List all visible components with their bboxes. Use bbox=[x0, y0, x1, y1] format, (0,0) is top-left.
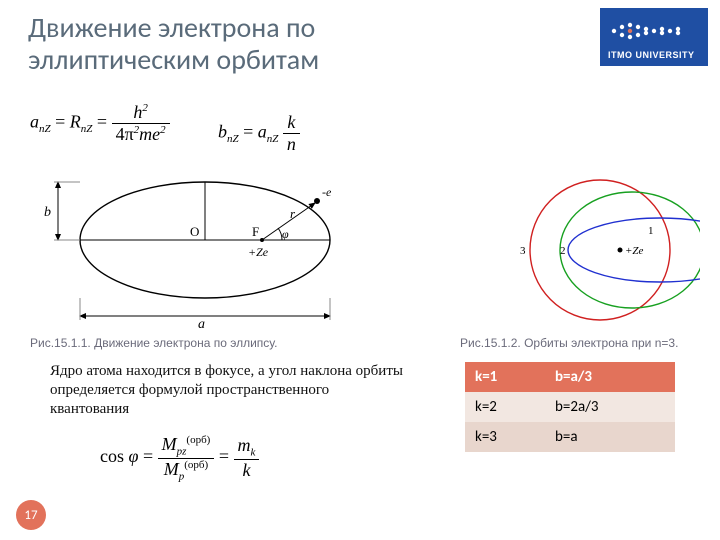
paragraph: Ядро атома находится в фокусе, а угол на… bbox=[50, 362, 410, 418]
label-nucleus: +Ze bbox=[248, 245, 269, 259]
orbit-table: k=1 b=a/3 k=2 b=2a/3 k=3 b=a bbox=[465, 362, 675, 452]
table-row: k=3 b=a bbox=[465, 422, 675, 452]
cell-k: k=2 bbox=[465, 392, 545, 422]
cell-b: b=a bbox=[545, 422, 675, 452]
label-r: r bbox=[290, 206, 296, 221]
nucleus-dot bbox=[618, 248, 623, 253]
title-line1: Движение электрона по bbox=[28, 10, 315, 45]
equation-a-nz: anZ = RnZ = h2 4π2me2 bbox=[30, 102, 170, 145]
equation-b-nz: bnZ = anZ k n bbox=[218, 112, 300, 155]
figure-ellipse: b a O F r φ -e +Ze bbox=[30, 158, 370, 330]
label-b: b bbox=[44, 205, 51, 220]
label-orbit-1: 1 bbox=[648, 225, 654, 237]
figure1-caption: Рис.15.1.1. Движение электрона по эллипс… bbox=[30, 336, 277, 350]
page-number: 17 bbox=[24, 508, 37, 523]
title-line2: эллиптическим орбитам bbox=[28, 42, 319, 77]
logo-text: ITMO UNIVERSITY bbox=[608, 50, 695, 60]
electron-dot bbox=[314, 198, 320, 204]
label-orbit-2: 2 bbox=[560, 245, 566, 257]
slide-title: Движение электрона по эллиптическим орби… bbox=[28, 12, 319, 76]
label-orbit-3: 3 bbox=[520, 245, 526, 257]
page-number-badge: 17 bbox=[16, 500, 46, 530]
label-nucleus-2: +Ze bbox=[625, 245, 644, 257]
itmo-logo: ITMO UNIVERSITY bbox=[600, 8, 708, 66]
label-electron: -e bbox=[322, 185, 332, 199]
th-k: k=1 bbox=[465, 362, 545, 392]
table-row: k=2 b=2a/3 bbox=[465, 392, 675, 422]
label-F: F bbox=[252, 224, 259, 239]
table-header-row: k=1 b=a/3 bbox=[465, 362, 675, 392]
orbit-3 bbox=[530, 180, 670, 320]
figure2-caption: Рис.15.1.2. Орбиты электрона при n=3. bbox=[460, 336, 678, 350]
cell-k: k=3 bbox=[465, 422, 545, 452]
label-O: O bbox=[190, 224, 199, 239]
label-phi: φ bbox=[282, 227, 289, 241]
equation-cos-phi: cos φ = Mpz(орб) Mp(орб) = mk k bbox=[100, 434, 259, 482]
cell-b: b=2a/3 bbox=[545, 392, 675, 422]
th-b: b=a/3 bbox=[545, 362, 675, 392]
logo-dots-icon bbox=[608, 18, 698, 44]
figure-orbits-n3: +Ze 1 2 3 bbox=[460, 170, 700, 330]
label-a: a bbox=[198, 317, 205, 330]
